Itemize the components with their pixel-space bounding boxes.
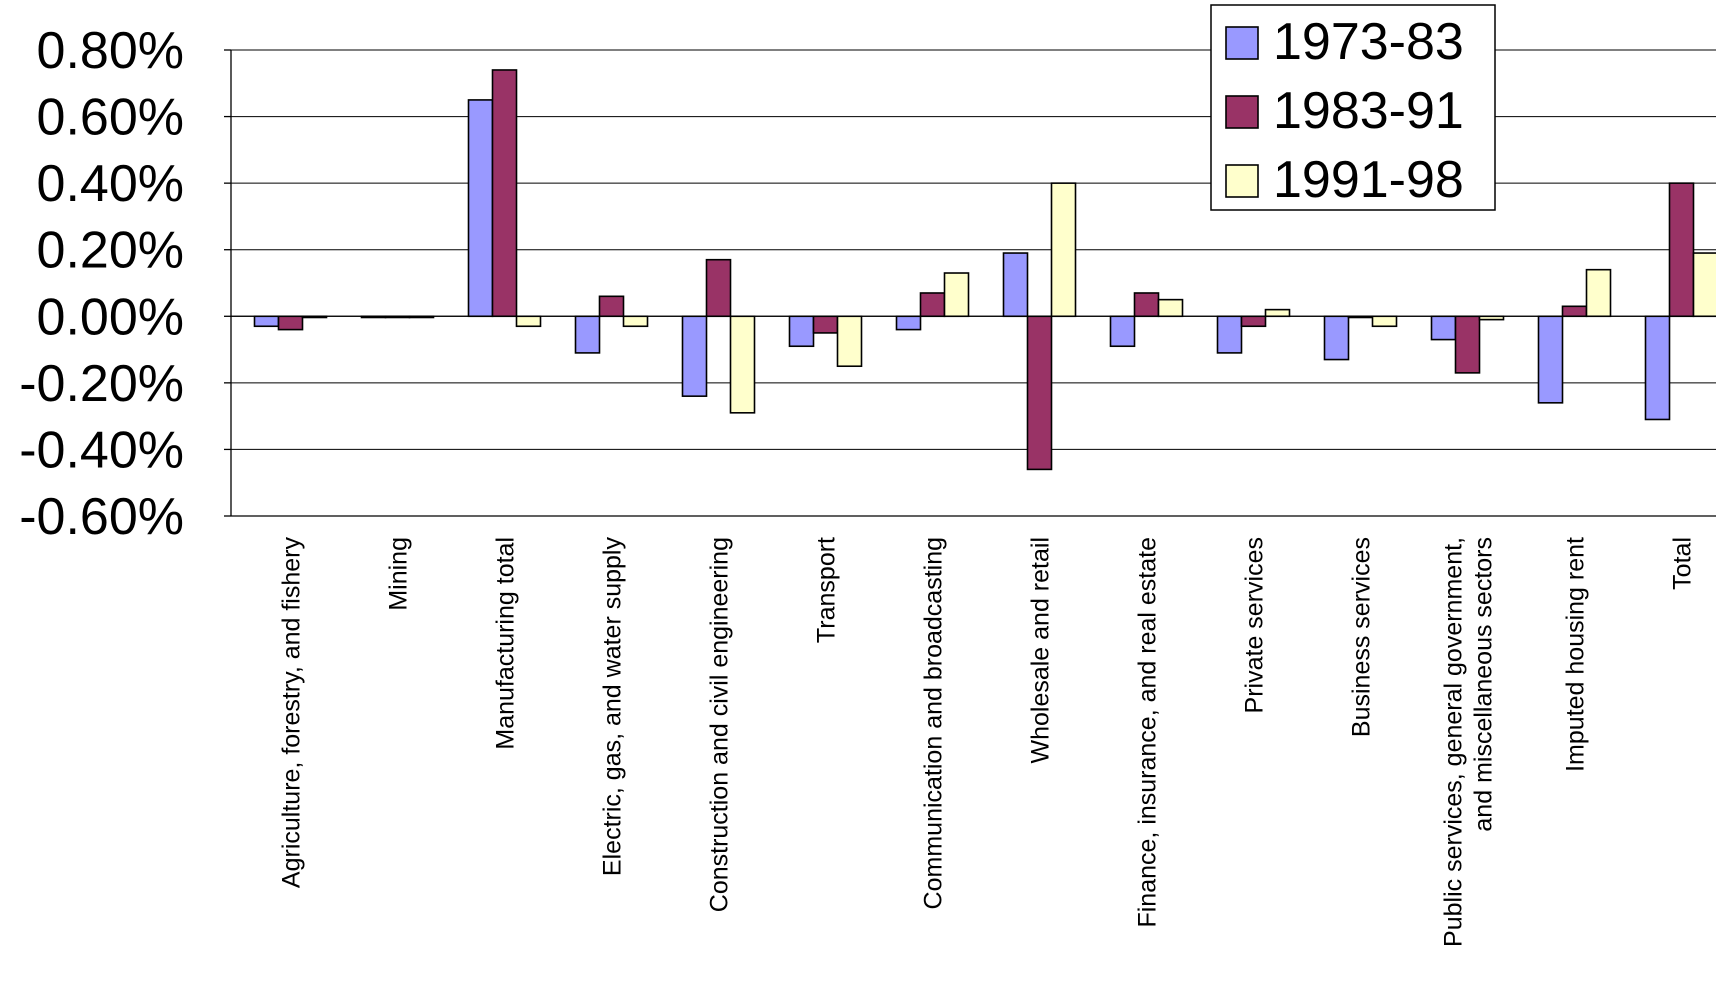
category-label-line: and miscellaneous sectors: [1470, 537, 1498, 832]
bar-1983-91-0: [277, 315, 304, 331]
bar-1983-91-9: [1240, 315, 1267, 328]
category-label: Private services: [1241, 537, 1269, 713]
bar-1983-91-5: [812, 315, 839, 334]
category-label: Agriculture, forestry, and fishery: [278, 537, 306, 889]
bar-1991-98-3: [622, 315, 649, 328]
y-tick-label: 0.60%: [37, 89, 184, 147]
category-label-line: Private services: [1241, 537, 1269, 713]
bar-1991-98-10: [1371, 315, 1398, 328]
bar-1973-83-2: [467, 99, 494, 318]
legend-label: 1973-83: [1273, 13, 1464, 71]
category-label-line: Total: [1669, 537, 1697, 590]
bar-1973-83-5: [788, 315, 815, 348]
bar-1983-91-13: [1668, 182, 1695, 318]
category-label: Electric, gas, and water supply: [599, 537, 627, 877]
bar-1991-98-8: [1157, 298, 1184, 318]
bar-1983-91-4: [705, 258, 732, 318]
bar-1973-83-13: [1644, 315, 1671, 421]
category-label-line: Public services, general government,: [1440, 537, 1468, 947]
y-tick-label: -0.60%: [19, 488, 184, 546]
bar-1973-83-4: [681, 315, 708, 397]
bar-1973-83-10: [1323, 315, 1350, 361]
y-tick-label: -0.40%: [19, 421, 184, 479]
bar-1973-83-0: [253, 315, 280, 328]
category-label: Manufacturing total: [492, 537, 520, 750]
axes: [224, 49, 1716, 517]
category-label: Finance, insurance, and real estate: [1134, 537, 1162, 928]
category-label-line: Mining: [385, 537, 413, 611]
category-label: Public services, general government, and …: [1440, 537, 1498, 947]
legend-label: 1991-98: [1273, 151, 1464, 209]
category-label: Business services: [1348, 537, 1376, 737]
category-label: Wholesale and retail: [1027, 537, 1055, 764]
bar-1973-83-3: [574, 315, 601, 354]
category-label-line: Construction and civil engineering: [706, 537, 734, 912]
bar-1991-98-9: [1264, 308, 1291, 318]
category-label-line: Wholesale and retail: [1027, 537, 1055, 764]
category-label: Imputed housing rent: [1562, 537, 1590, 772]
bar-1973-83-11: [1430, 315, 1457, 341]
category-label-line: Transport: [813, 537, 841, 643]
bar-1991-98-2: [515, 315, 542, 328]
bar-1983-91-6: [919, 292, 946, 318]
category-label-line: Electric, gas, and water supply: [599, 537, 627, 877]
category-label: Total: [1669, 537, 1697, 590]
bar-1991-98-12: [1585, 268, 1612, 318]
legend-label: 1983-91: [1273, 82, 1464, 140]
category-label-line: Communication and broadcasting: [920, 537, 948, 909]
legend-swatch: [1225, 95, 1259, 129]
bar-1973-83-12: [1537, 315, 1564, 404]
y-tick-label: 0.80%: [37, 22, 184, 80]
category-label: Mining: [385, 537, 413, 611]
category-label-line: Imputed housing rent: [1562, 537, 1590, 772]
legend-swatch: [1225, 26, 1259, 60]
category-label: Communication and broadcasting: [920, 537, 948, 909]
bar-1973-83-9: [1216, 315, 1243, 354]
category-labels: Agriculture, forestry, and fishery Mining…: [278, 537, 1697, 947]
y-tick-label: 0.40%: [37, 155, 184, 213]
bar-1973-83-7: [1002, 252, 1029, 318]
y-tick-label: 0.00%: [37, 288, 184, 346]
bar-1973-83-6: [895, 315, 922, 331]
bar-1983-91-8: [1133, 292, 1160, 318]
y-tick-label: -0.20%: [19, 355, 184, 413]
category-label: Transport: [813, 537, 841, 643]
bar-1991-98-5: [836, 315, 863, 368]
category-label: Construction and civil engineering: [706, 537, 734, 912]
category-label-line: Finance, insurance, and real estate: [1134, 537, 1162, 928]
bar-1983-91-2: [491, 69, 518, 318]
bar-1991-98-13: [1692, 252, 1716, 318]
legend: 1973-83 1983-91 1991-98: [1210, 4, 1496, 211]
category-label-line: Business services: [1348, 537, 1376, 737]
bar-1983-91-12: [1561, 305, 1588, 318]
bar-1991-98-7: [1050, 182, 1077, 318]
bars: [253, 69, 1716, 471]
y-tick-label: 0.20%: [37, 222, 184, 280]
bar-1991-98-4: [729, 315, 756, 414]
bar-1983-91-3: [598, 295, 625, 318]
bar-1983-91-11: [1454, 315, 1481, 374]
category-label-line: Manufacturing total: [492, 537, 520, 750]
category-label-line: Agriculture, forestry, and fishery: [278, 537, 306, 889]
bar-1973-83-8: [1109, 315, 1136, 348]
bar-1983-91-7: [1026, 315, 1053, 471]
y-tick-labels: 0.80% 0.60% 0.40% 0.20% 0.00% -0.20% -0.40% -0.…: [19, 22, 184, 546]
legend-swatch: [1225, 164, 1259, 198]
bar-1991-98-6: [943, 272, 970, 318]
